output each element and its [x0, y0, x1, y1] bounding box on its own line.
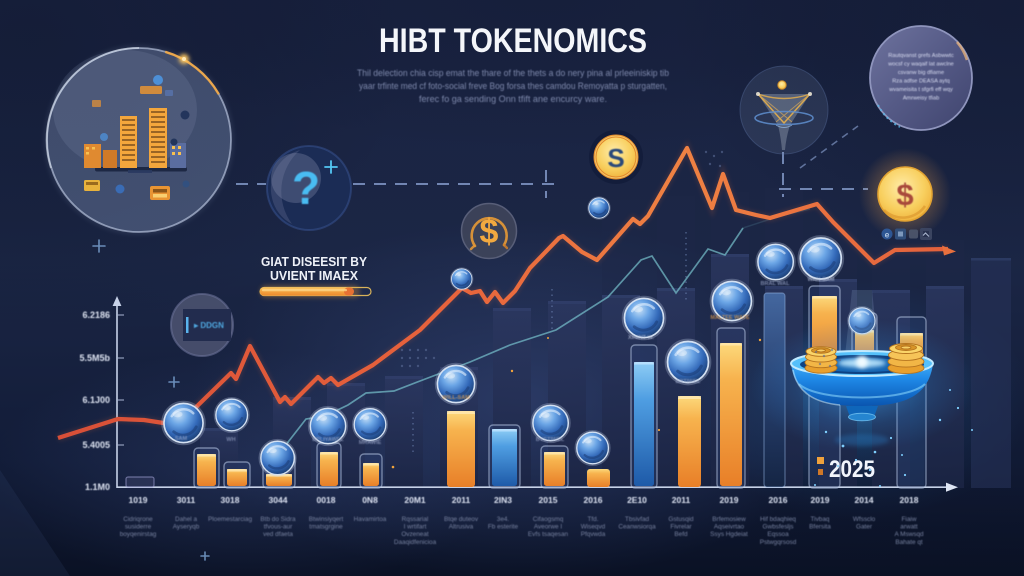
svg-text:Ceanwsiorqa: Ceanwsiorqa — [618, 524, 656, 531]
svg-text:Daaqidfenicioa: Daaqidfenicioa — [394, 539, 437, 546]
svg-text:Amrweisy tfiab: Amrweisy tfiab — [903, 96, 939, 102]
svg-text:UVIENT IMAEX: UVIENT IMAEX — [270, 269, 359, 283]
svg-text:3018: 3018 — [221, 495, 240, 505]
svg-text:Fb esterite: Fb esterite — [488, 524, 519, 531]
svg-text:5.4005: 5.4005 — [82, 440, 110, 450]
svg-text:Btqe duteov: Btqe duteov — [444, 516, 479, 523]
svg-text:Tivbaq: Tivbaq — [811, 516, 830, 523]
svg-text:6.1J00: 6.1J00 — [82, 395, 110, 405]
svg-text:arwatt: arwatt — [900, 524, 918, 531]
svg-text:0N8: 0N8 — [362, 495, 378, 505]
svg-text:GIAT DISEESIT BY: GIAT DISEESIT BY — [261, 255, 368, 269]
svg-text:2016: 2016 — [584, 495, 603, 505]
svg-text:WAN-SAM: WAN-SAM — [808, 277, 835, 283]
svg-text:3e4.: 3e4. — [497, 516, 510, 523]
svg-text:Thil delection chia cisp emat: Thil delection chia cisp emat the thare … — [357, 68, 669, 78]
svg-text:1019: 1019 — [129, 495, 148, 505]
svg-text:Pfqvwda: Pfqvwda — [581, 531, 606, 538]
svg-text:BYSTIWEL: BYSTIWEL — [536, 437, 565, 443]
svg-text:?: ? — [292, 162, 320, 214]
svg-text:MALTEE WATE: MALTEE WATE — [710, 315, 750, 321]
svg-text:Eqssoa: Eqssoa — [767, 531, 789, 538]
svg-text:Wfssclo: Wfssclo — [853, 516, 876, 523]
svg-text:tfvous-aur: tfvous-aur — [264, 524, 293, 531]
svg-text:Hif bdaqhieq: Hif bdaqhieq — [760, 516, 796, 523]
svg-text:ved dfaeta: ved dfaeta — [263, 531, 293, 538]
svg-text:0018: 0018 — [317, 495, 336, 505]
svg-text:Ploemestarciag: Ploemestarciag — [208, 516, 252, 523]
svg-text:20M1: 20M1 — [404, 495, 426, 505]
svg-text:Ssys Hgdeiat: Ssys Hgdeiat — [710, 531, 748, 538]
svg-text:$: $ — [896, 177, 913, 212]
svg-text:SAM: SAM — [175, 436, 188, 442]
svg-text:2019: 2019 — [720, 495, 739, 505]
svg-text:Gwbsfesljs: Gwbsfesljs — [763, 524, 794, 531]
svg-text:wocsf cy waqaif lat awclne: wocsf cy waqaif lat awclne — [887, 62, 954, 68]
svg-text:I wrtifart: I wrtifart — [404, 524, 427, 531]
svg-text:2011: 2011 — [672, 495, 691, 505]
svg-text:Bfersita: Bfersita — [809, 524, 831, 531]
svg-text:Tbsivfad: Tbsivfad — [625, 516, 650, 523]
svg-text:Evfs tsaqesan: Evfs tsaqesan — [528, 531, 569, 538]
svg-text:Cifaogsmq: Cifaogsmq — [533, 516, 564, 523]
svg-text:BPLIYAWEL: BPLIYAWEL — [312, 437, 344, 443]
svg-text:MRAWIE: MRAWIE — [359, 440, 382, 446]
svg-text:WILL-SAM: WILL-SAM — [442, 395, 470, 401]
svg-text:5.5M5b: 5.5M5b — [79, 353, 110, 363]
svg-text:2018: 2018 — [900, 495, 919, 505]
svg-text:2016: 2016 — [769, 495, 788, 505]
svg-text:2025: 2025 — [829, 456, 875, 483]
svg-text:Aqseivrtao: Aqseivrtao — [714, 524, 745, 531]
svg-text:boyqenirstag: boyqenirstag — [120, 531, 157, 538]
svg-text:$: $ — [480, 213, 499, 251]
svg-text:Cidriqrone: Cidriqrone — [123, 516, 153, 523]
svg-text:wvameisita t sfgrfi eff wqy: wvameisita t sfgrfi eff wqy — [888, 87, 953, 93]
svg-text:2011: 2011 — [452, 495, 471, 505]
svg-text:2019: 2019 — [811, 495, 830, 505]
svg-text:Aveorwe I: Aveorwe I — [534, 524, 563, 531]
svg-text:BRAL WAL: BRAL WAL — [761, 281, 791, 287]
svg-text:csvanw big dfiarne: csvanw big dfiarne — [898, 70, 944, 76]
svg-text:Rqssarial: Rqssarial — [402, 516, 429, 523]
svg-text:3044: 3044 — [269, 495, 288, 505]
svg-text:Havamirtoa: Havamirtoa — [354, 516, 387, 523]
svg-text:2015: 2015 — [539, 495, 558, 505]
svg-text:2IN3: 2IN3 — [494, 495, 512, 505]
svg-text:tmatsgrgine: tmatsgrgine — [309, 524, 343, 531]
svg-text:Altrusiva: Altrusiva — [449, 524, 474, 531]
svg-text:e: e — [885, 230, 890, 240]
svg-text:Pstwgqrsosd: Pstwgqrsosd — [760, 539, 797, 546]
svg-text:susiderre: susiderre — [125, 524, 152, 531]
svg-text:▸ DDGN: ▸ DDGN — [193, 321, 224, 330]
svg-text:6.2186: 6.2186 — [82, 310, 110, 320]
svg-text:WH: WH — [226, 437, 235, 443]
svg-text:2014: 2014 — [855, 495, 874, 505]
svg-text:Btwinsiyqert: Btwinsiyqert — [309, 516, 344, 523]
svg-text:1.1M0: 1.1M0 — [85, 482, 110, 492]
svg-text:BRTIWEL: BRTIWEL — [675, 379, 701, 385]
svg-text:Btb do Sidra: Btb do Sidra — [260, 516, 296, 523]
svg-text:2E10: 2E10 — [627, 495, 647, 505]
svg-text:Bahate qt: Bahate qt — [895, 539, 923, 546]
svg-text:S: S — [607, 143, 624, 173]
svg-text:3011: 3011 — [177, 495, 196, 505]
svg-text:Rautqvanst grefs Asbwwtc: Rautqvanst grefs Asbwwtc — [888, 53, 954, 59]
svg-text:Ovzeneat: Ovzeneat — [401, 531, 429, 538]
svg-text:Fiaiw: Fiaiw — [902, 516, 917, 523]
svg-text:Gater: Gater — [856, 524, 873, 531]
svg-text:HIBT TOKENOMICS: HIBT TOKENOMICS — [379, 22, 647, 60]
svg-text:yaar trfinte med cf foto-socia: yaar trfinte med cf foto-social freve Bo… — [359, 81, 667, 91]
svg-text:ferec fo ga sending Onn tfift: ferec fo ga sending Onn tfift ane encurc… — [419, 94, 607, 104]
svg-text:Brfemosiew: Brfemosiew — [712, 516, 746, 523]
svg-text:Gstusqid: Gstusqid — [668, 516, 694, 523]
svg-text:Ayseryqb: Ayseryqb — [173, 524, 200, 531]
svg-text:Fivrelar: Fivrelar — [670, 524, 692, 531]
svg-text:Rza adfse DEASA aytq: Rza adfse DEASA aytq — [892, 79, 950, 85]
svg-text:XININT W.: XININT W. — [628, 335, 654, 341]
svg-text:Tfd.: Tfd. — [587, 516, 598, 523]
svg-text:A Mswsqd: A Mswsqd — [894, 531, 924, 538]
svg-text:Dahel a: Dahel a — [175, 516, 197, 523]
svg-text:Befd: Befd — [674, 531, 688, 538]
svg-text:Wiseqvd: Wiseqvd — [581, 524, 606, 531]
